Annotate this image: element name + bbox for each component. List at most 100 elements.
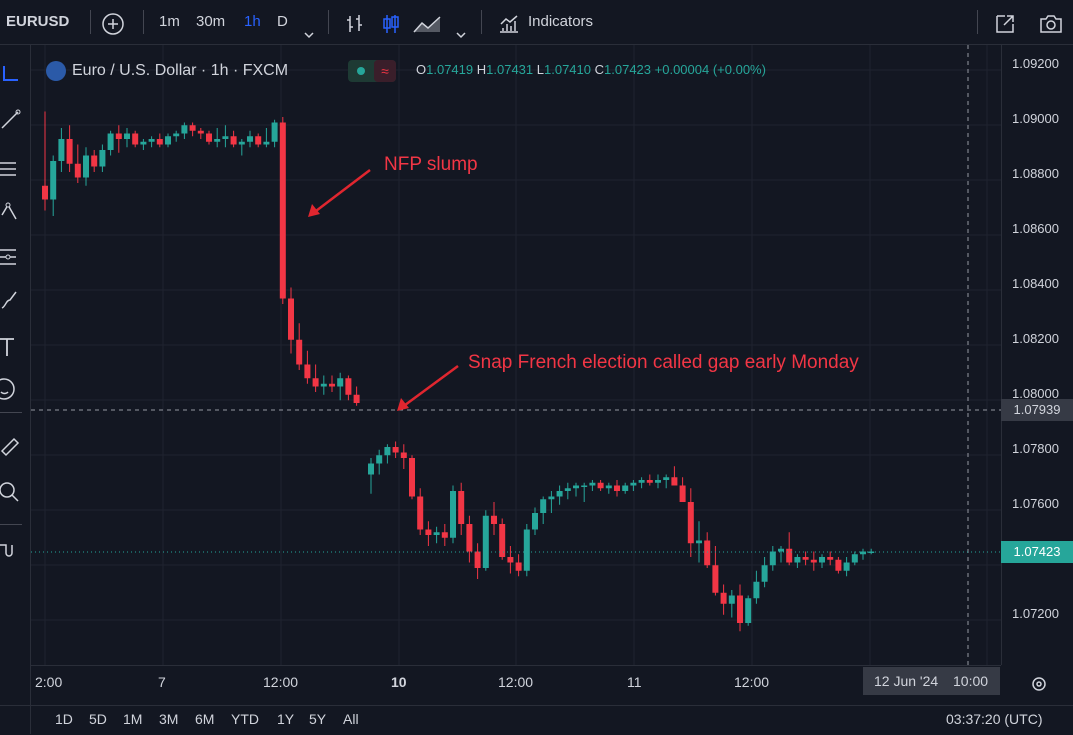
fib-levels-icon[interactable] bbox=[0, 158, 22, 180]
candle bbox=[222, 136, 229, 139]
time-label: 7 bbox=[158, 674, 166, 690]
annotation-election: Snap French election called gap early Mo… bbox=[468, 352, 859, 373]
pattern-icon[interactable] bbox=[0, 201, 22, 223]
range-1m[interactable]: 1M bbox=[123, 711, 143, 727]
candle bbox=[499, 524, 506, 557]
range-ytd[interactable]: YTD bbox=[231, 711, 259, 727]
area-chart-type-button[interactable] bbox=[412, 10, 444, 34]
candle bbox=[474, 551, 481, 568]
time-label: 11 bbox=[627, 674, 642, 690]
toolbar-divider bbox=[328, 10, 329, 34]
settings-gear-icon[interactable] bbox=[1029, 674, 1049, 694]
candles-chart-type-button[interactable] bbox=[379, 10, 403, 34]
symbol-search[interactable]: EURUSD bbox=[6, 13, 70, 30]
high-value: 1.07431 bbox=[486, 62, 534, 77]
candle bbox=[450, 491, 456, 538]
candle bbox=[148, 139, 155, 142]
candles-icon bbox=[383, 15, 399, 33]
interval-1m[interactable]: 1m bbox=[159, 13, 180, 30]
compare-symbol-button[interactable] bbox=[101, 10, 125, 35]
candle bbox=[778, 548, 784, 552]
candle bbox=[115, 133, 122, 139]
candle bbox=[296, 339, 303, 365]
candle bbox=[802, 557, 809, 560]
price-label: 1.09000 bbox=[1012, 111, 1059, 126]
candle bbox=[345, 378, 352, 395]
range-5d[interactable]: 5D bbox=[89, 711, 107, 727]
candle bbox=[255, 136, 262, 145]
last-price-tag: 1.07423 bbox=[1001, 541, 1073, 563]
candle bbox=[687, 502, 694, 544]
range-6m[interactable]: 6M bbox=[195, 711, 215, 727]
candle bbox=[189, 125, 196, 131]
candle bbox=[556, 491, 563, 497]
toolbar-divider bbox=[977, 10, 978, 34]
candle bbox=[589, 482, 596, 486]
candle bbox=[868, 551, 875, 553]
candle bbox=[646, 480, 653, 483]
candle bbox=[58, 139, 65, 161]
range-all[interactable]: All bbox=[343, 711, 359, 727]
candle bbox=[263, 141, 270, 145]
plus-circle-icon bbox=[102, 13, 124, 35]
candle bbox=[279, 122, 286, 299]
time-label: 12:00 bbox=[263, 674, 299, 690]
crosshair-icon[interactable] bbox=[0, 64, 22, 86]
interval-dropdown[interactable] bbox=[303, 15, 315, 39]
snapshot-button[interactable] bbox=[1038, 10, 1064, 34]
ohlc-values: O1.07419 H1.07431 L1.07410 C1.07423 +0.0… bbox=[416, 62, 766, 77]
candle bbox=[206, 133, 212, 142]
time-axis[interactable] bbox=[31, 665, 1001, 706]
candle bbox=[761, 565, 768, 582]
market-status-badge[interactable]: ≈ bbox=[348, 60, 396, 82]
candle bbox=[425, 529, 432, 535]
candle bbox=[655, 480, 661, 483]
ruler-icon[interactable] bbox=[0, 435, 22, 457]
interval-30m[interactable]: 30m bbox=[196, 13, 226, 30]
range-5y[interactable]: 5Y bbox=[309, 711, 327, 727]
market-open-dot-icon bbox=[357, 67, 365, 75]
candle bbox=[564, 488, 571, 491]
price-label: 1.09200 bbox=[1012, 56, 1059, 71]
candle bbox=[491, 515, 497, 524]
candle bbox=[304, 364, 311, 379]
candle bbox=[720, 592, 727, 604]
area-chart-icon bbox=[413, 16, 441, 33]
series-title[interactable]: Euro / U.S. Dollar · 1h · FXCM bbox=[72, 62, 289, 79]
chart-type-dropdown[interactable] bbox=[455, 15, 467, 39]
zoom-icon[interactable] bbox=[0, 481, 22, 503]
candle bbox=[573, 485, 579, 489]
range-1d[interactable]: 1D bbox=[55, 711, 73, 727]
candle bbox=[132, 133, 139, 145]
price-axis[interactable] bbox=[1001, 45, 1073, 665]
magnet-icon[interactable] bbox=[0, 541, 22, 563]
candle bbox=[288, 298, 294, 340]
brush-icon[interactable] bbox=[0, 290, 22, 312]
candle bbox=[769, 551, 776, 566]
interval-d[interactable]: D bbox=[277, 13, 288, 30]
candle bbox=[712, 565, 719, 593]
utc-clock[interactable]: 03:37:20 (UTC) bbox=[946, 711, 1043, 727]
candle bbox=[671, 477, 678, 486]
candle bbox=[197, 130, 204, 134]
price-label: 1.07200 bbox=[1012, 606, 1059, 621]
bottom-toolbar bbox=[0, 705, 1073, 735]
time-label: 12:00 bbox=[734, 674, 770, 690]
prediction-icon[interactable] bbox=[0, 246, 22, 268]
candle bbox=[810, 559, 817, 563]
indicators-button[interactable]: Indicators bbox=[528, 13, 594, 30]
trend-line-icon[interactable] bbox=[0, 108, 22, 130]
fullscreen-button[interactable] bbox=[993, 10, 1017, 34]
bar-chart-type-button[interactable] bbox=[343, 10, 367, 34]
candle bbox=[786, 548, 793, 563]
text-tool-icon[interactable] bbox=[0, 336, 22, 358]
price-label: 1.07800 bbox=[1012, 441, 1059, 456]
emoji-icon[interactable] bbox=[0, 378, 22, 400]
time-label: 10 bbox=[391, 674, 407, 690]
interval-1h[interactable]: 1h bbox=[244, 13, 261, 30]
candle bbox=[540, 499, 547, 513]
candle bbox=[638, 480, 645, 483]
range-3m[interactable]: 3M bbox=[159, 711, 179, 727]
indicators-icon-wrap[interactable] bbox=[497, 10, 521, 34]
range-1y[interactable]: 1Y bbox=[277, 711, 295, 727]
